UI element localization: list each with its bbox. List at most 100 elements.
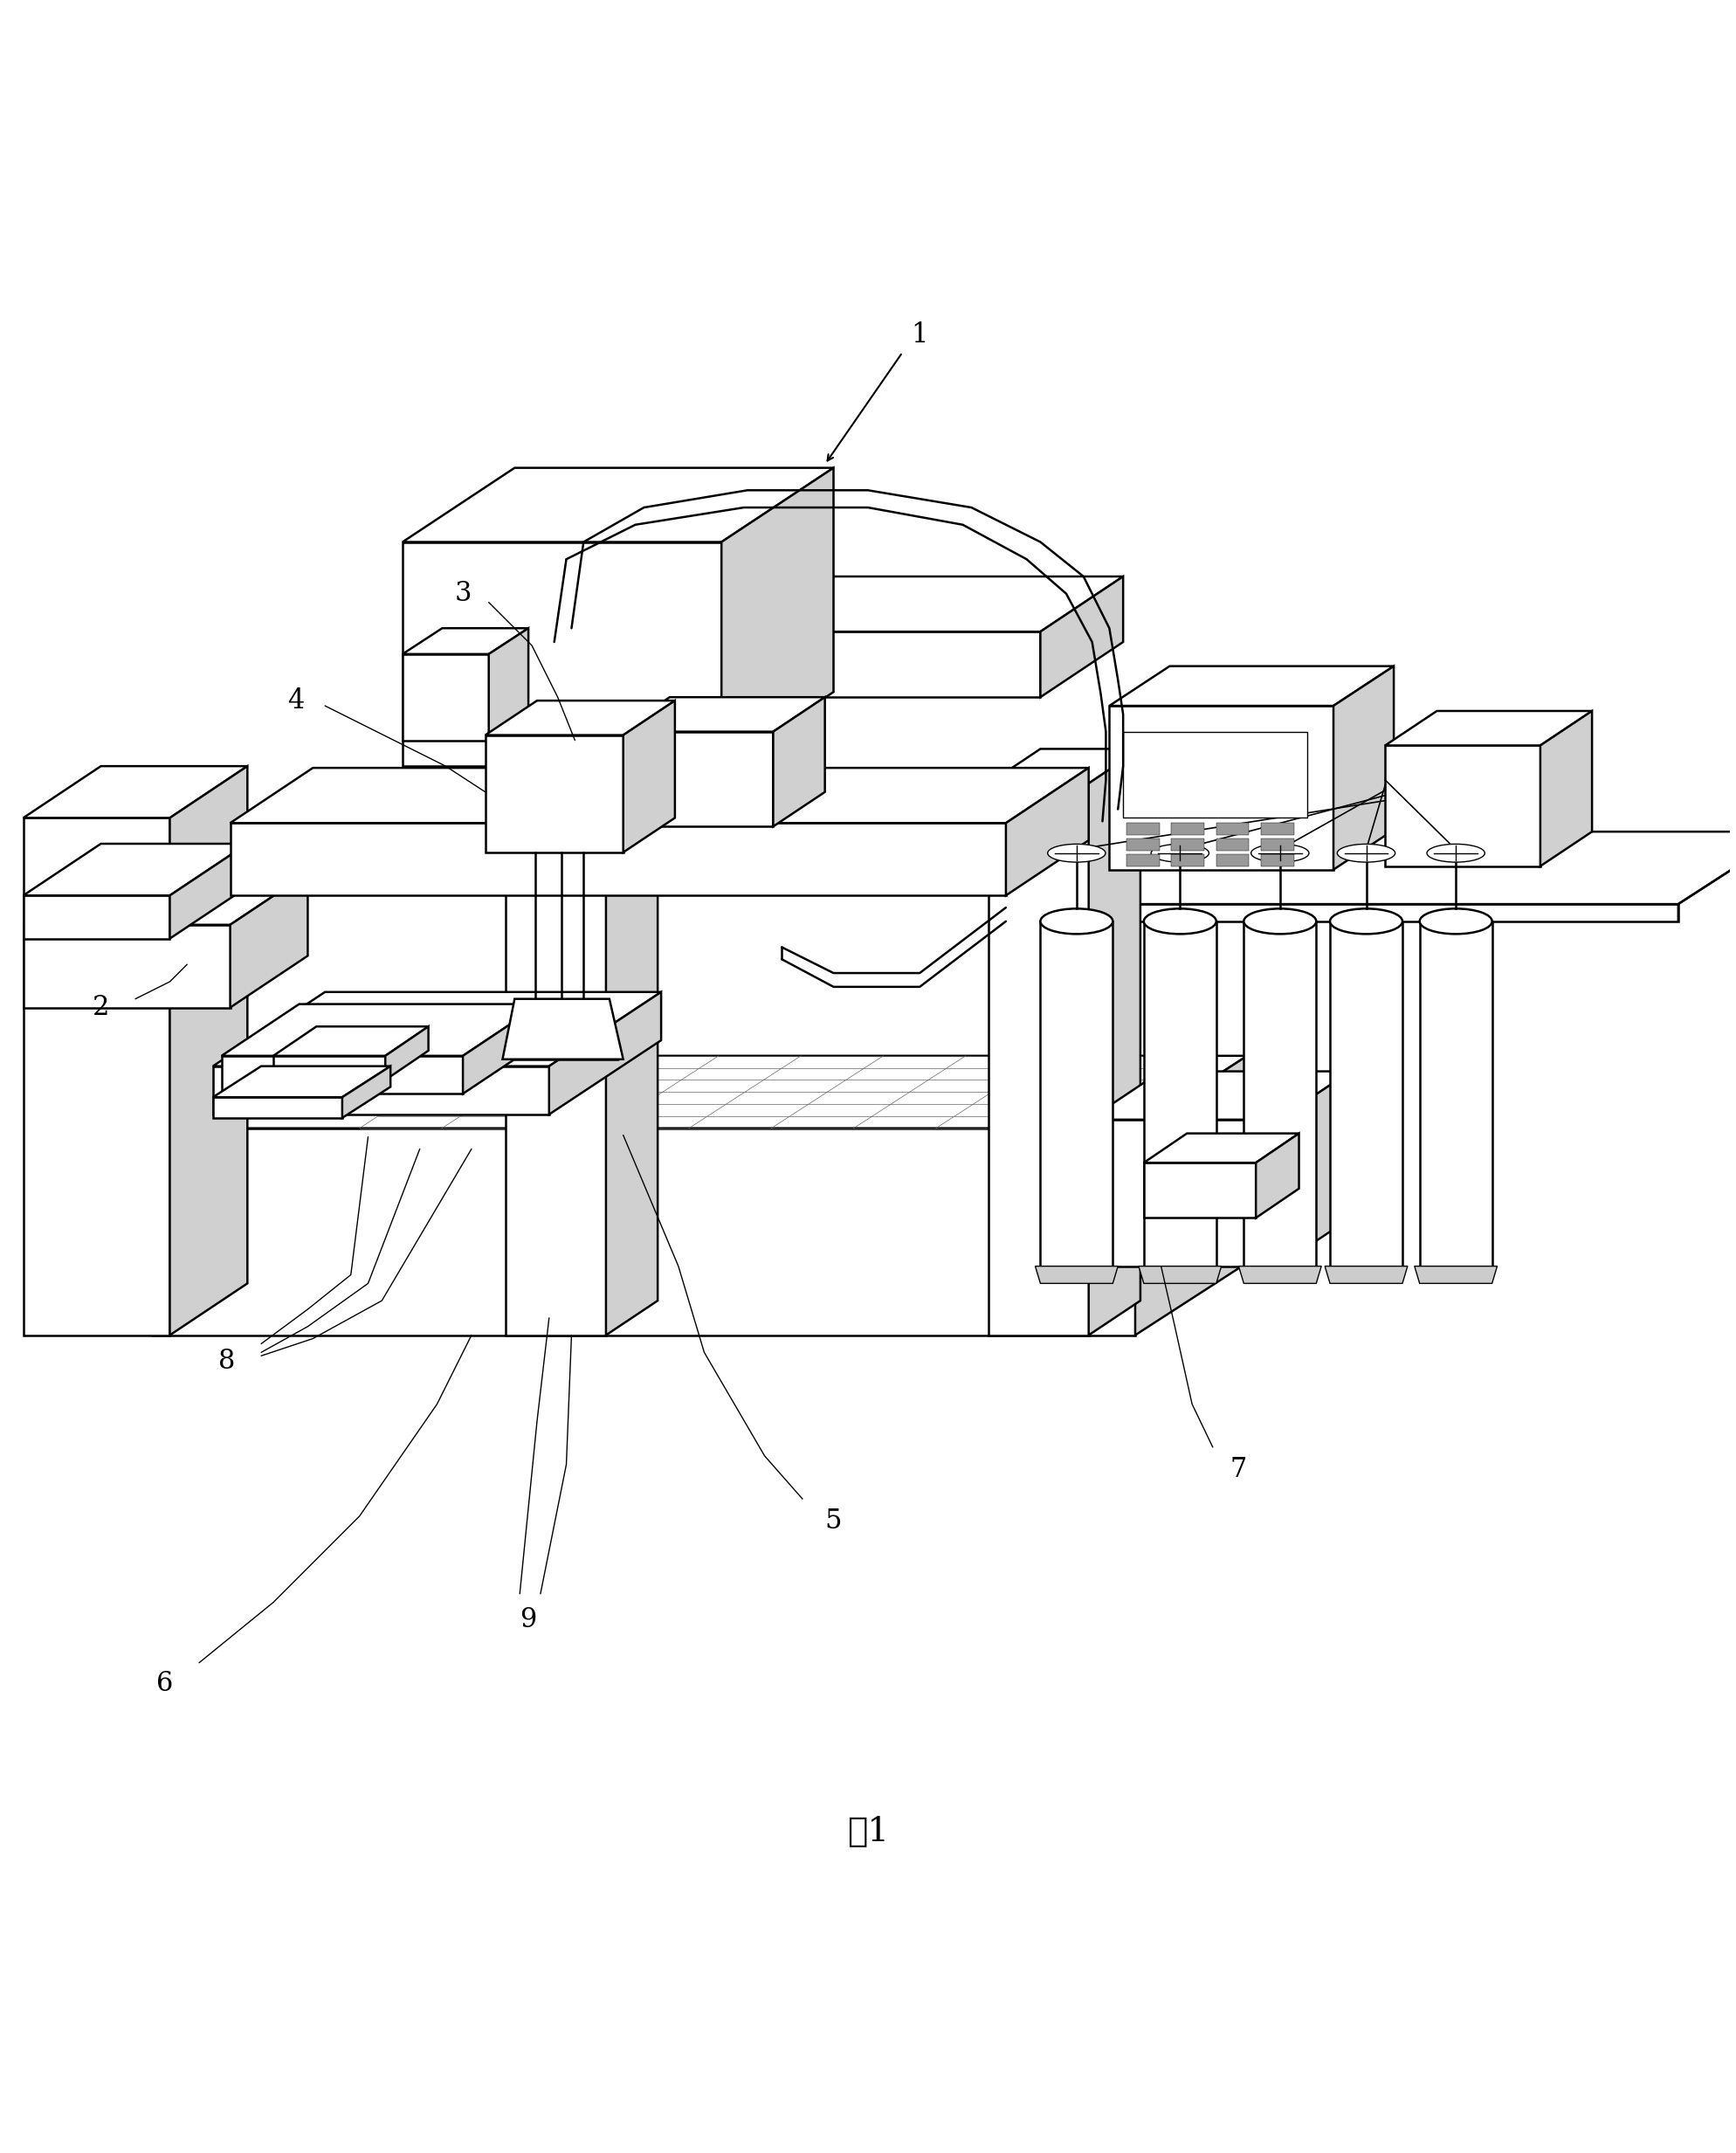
Polygon shape	[1040, 921, 1113, 1266]
Polygon shape	[1109, 665, 1394, 706]
Bar	[1127, 838, 1160, 850]
Bar	[1172, 855, 1205, 866]
Polygon shape	[273, 1027, 429, 1055]
Polygon shape	[1255, 1132, 1299, 1219]
Polygon shape	[1040, 577, 1123, 698]
Polygon shape	[990, 749, 1141, 784]
Polygon shape	[505, 631, 1040, 698]
Polygon shape	[502, 999, 623, 1059]
Polygon shape	[1144, 1163, 1255, 1219]
Polygon shape	[490, 629, 528, 741]
Polygon shape	[214, 1066, 549, 1115]
Ellipse shape	[1420, 909, 1491, 934]
Bar	[1217, 822, 1248, 835]
Polygon shape	[1088, 749, 1141, 1335]
Polygon shape	[1420, 921, 1491, 1266]
Polygon shape	[1385, 710, 1592, 745]
Polygon shape	[618, 698, 825, 732]
Ellipse shape	[1144, 909, 1217, 934]
Ellipse shape	[1337, 844, 1396, 861]
Polygon shape	[273, 1055, 385, 1081]
Polygon shape	[549, 993, 661, 1115]
Polygon shape	[1238, 1266, 1321, 1283]
Polygon shape	[623, 700, 675, 853]
Ellipse shape	[1330, 909, 1403, 934]
Polygon shape	[722, 467, 833, 766]
Polygon shape	[231, 872, 307, 1008]
Polygon shape	[773, 698, 825, 827]
Polygon shape	[1333, 665, 1394, 870]
Ellipse shape	[1427, 844, 1484, 861]
Polygon shape	[1415, 1266, 1496, 1283]
Polygon shape	[486, 734, 623, 853]
Polygon shape	[1005, 769, 1088, 896]
Polygon shape	[222, 1003, 540, 1055]
Bar	[1260, 855, 1293, 866]
Polygon shape	[1139, 1266, 1222, 1283]
Polygon shape	[222, 1055, 464, 1094]
Polygon shape	[23, 896, 170, 939]
Polygon shape	[214, 1098, 342, 1117]
Polygon shape	[1109, 706, 1333, 870]
Polygon shape	[153, 1055, 1246, 1128]
Polygon shape	[403, 655, 490, 741]
Text: 8: 8	[219, 1348, 234, 1374]
Polygon shape	[606, 611, 658, 1335]
Polygon shape	[170, 766, 248, 1335]
Text: 2: 2	[92, 995, 109, 1021]
Polygon shape	[1243, 921, 1316, 1266]
Text: 9: 9	[521, 1606, 536, 1634]
Polygon shape	[214, 1066, 391, 1098]
Polygon shape	[1135, 1055, 1246, 1335]
Bar	[1260, 838, 1293, 850]
Polygon shape	[1330, 921, 1403, 1266]
Polygon shape	[170, 844, 248, 939]
Text: 5: 5	[825, 1507, 842, 1535]
Polygon shape	[1005, 831, 1679, 904]
Polygon shape	[1144, 1132, 1299, 1163]
Polygon shape	[486, 700, 675, 734]
Bar	[1217, 855, 1248, 866]
Polygon shape	[1088, 1072, 1351, 1120]
Bar	[1127, 855, 1160, 866]
Polygon shape	[618, 732, 773, 827]
Text: 6: 6	[156, 1671, 174, 1697]
Polygon shape	[1144, 921, 1217, 1266]
Polygon shape	[1278, 1072, 1351, 1266]
Polygon shape	[1385, 745, 1540, 866]
Polygon shape	[505, 577, 1123, 631]
Polygon shape	[385, 1027, 429, 1081]
Polygon shape	[153, 1128, 1135, 1335]
Polygon shape	[342, 1066, 391, 1117]
Polygon shape	[23, 872, 307, 926]
Text: 图1: 图1	[847, 1815, 889, 1847]
Polygon shape	[1088, 1120, 1278, 1266]
Polygon shape	[23, 844, 248, 896]
Polygon shape	[1325, 1266, 1408, 1283]
Polygon shape	[505, 611, 658, 646]
Polygon shape	[403, 543, 722, 766]
Text: 4: 4	[286, 687, 304, 715]
Ellipse shape	[1243, 909, 1316, 934]
Text: 1: 1	[911, 321, 929, 349]
Polygon shape	[231, 822, 1005, 896]
Polygon shape	[403, 629, 528, 655]
Text: 7: 7	[1231, 1455, 1246, 1483]
Bar	[1172, 838, 1205, 850]
Polygon shape	[1005, 831, 1736, 904]
Ellipse shape	[1151, 844, 1208, 861]
Bar	[1172, 822, 1205, 835]
Ellipse shape	[1047, 844, 1106, 861]
Polygon shape	[214, 993, 661, 1066]
Polygon shape	[1540, 710, 1592, 866]
Polygon shape	[23, 766, 248, 818]
Text: 3: 3	[455, 579, 472, 607]
Bar	[1217, 838, 1248, 850]
Polygon shape	[1123, 732, 1307, 818]
Polygon shape	[464, 1003, 540, 1094]
Polygon shape	[231, 769, 1088, 822]
Ellipse shape	[1252, 844, 1309, 861]
Polygon shape	[23, 926, 231, 1008]
Polygon shape	[23, 818, 170, 1335]
Polygon shape	[505, 646, 606, 1335]
